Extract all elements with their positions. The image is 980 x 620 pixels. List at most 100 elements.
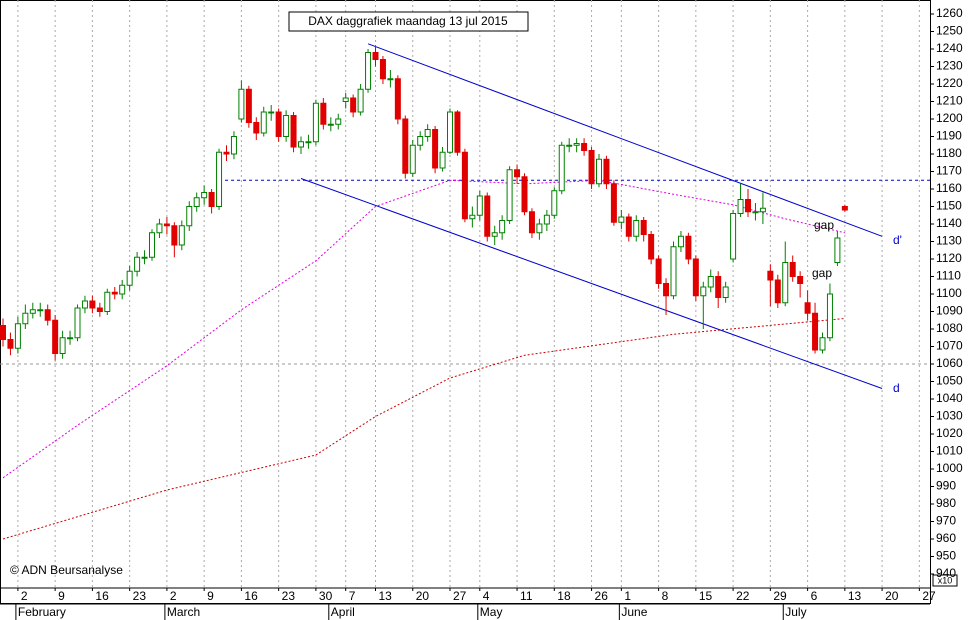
y-tick-label: 1250 — [936, 24, 963, 38]
candle-body — [253, 122, 260, 134]
x-tick-label: 8 — [662, 589, 669, 603]
scale-box — [932, 574, 958, 587]
candle-body — [89, 300, 96, 309]
candle-body — [37, 309, 44, 312]
y-tick-label: 1160 — [936, 181, 962, 195]
candle-body — [14, 323, 21, 349]
candle-body — [536, 223, 543, 234]
candle-body — [230, 136, 237, 155]
candle-body — [327, 123, 334, 126]
candle-body — [461, 151, 468, 220]
gap-label: gap — [812, 266, 832, 280]
candle-body — [737, 199, 744, 214]
candle-body — [417, 136, 424, 146]
x-tick-label: 11 — [520, 589, 533, 603]
y-tick-label: 1030 — [936, 409, 963, 423]
candle-body — [275, 111, 282, 137]
x-tick-label: 22 — [736, 589, 750, 603]
candle-body — [618, 216, 625, 223]
candle-body — [685, 235, 692, 260]
candle-body — [514, 169, 521, 178]
candle-body — [670, 246, 677, 297]
candle-body — [156, 223, 163, 234]
y-tick-label: 1260 — [936, 6, 963, 20]
candle-body — [491, 232, 498, 237]
plot-area — [0, 0, 930, 588]
candle-body — [603, 158, 610, 185]
x-tick-label: 18 — [557, 589, 571, 603]
y-tick-label: 970 — [936, 514, 956, 528]
title-box — [288, 11, 529, 32]
x-tick-label: 27 — [453, 589, 467, 603]
month-label: April — [331, 605, 355, 619]
candle-body — [216, 151, 223, 207]
y-tick-label: 1220 — [936, 76, 963, 90]
candle-body — [648, 234, 655, 260]
y-tick-label: 1080 — [936, 321, 963, 335]
candle-body — [551, 190, 558, 216]
month-label: February — [18, 605, 66, 619]
x-tick-label: 29 — [773, 589, 787, 603]
scale-note: x10 — [938, 575, 953, 585]
x-tick-label: 6 — [811, 589, 818, 603]
candle-body — [424, 129, 431, 137]
candle-body — [581, 143, 588, 151]
x-tick-label: 9 — [58, 589, 65, 603]
candle-body — [759, 207, 766, 213]
candle-body — [834, 237, 841, 263]
candle-body — [625, 216, 632, 237]
x-tick-label: 7 — [349, 589, 356, 603]
x-tick-label: 30 — [319, 589, 333, 603]
x-tick-label: 2 — [21, 589, 28, 603]
candle-body — [305, 141, 312, 144]
candle-body — [119, 284, 126, 295]
candle-body — [454, 111, 461, 153]
candle-body — [432, 129, 439, 169]
y-tick-label: 940 — [936, 566, 956, 580]
candle-body — [826, 293, 833, 339]
candle-body — [655, 258, 662, 284]
candle-body — [797, 276, 804, 284]
candle-body — [521, 176, 528, 213]
candle-body — [67, 337, 74, 340]
trend-label: d — [893, 381, 900, 395]
candle-body — [819, 337, 826, 351]
candle-body — [238, 88, 245, 120]
candle-body — [312, 102, 319, 143]
candle-body — [357, 88, 364, 113]
candle-body — [268, 111, 275, 114]
candle-body — [7, 339, 14, 349]
candle-body — [298, 141, 304, 148]
x-tick-label: 15 — [699, 589, 713, 603]
y-tick-label: 1060 — [936, 356, 963, 370]
x-tick-label: 9 — [207, 589, 214, 603]
candle-body — [789, 262, 796, 277]
y-tick-label: 1100 — [936, 286, 962, 300]
candle-body — [59, 337, 66, 354]
candle-body — [22, 312, 29, 325]
y-tick-label: 1010 — [936, 444, 963, 458]
source: © ADN Beursanalyse — [10, 563, 123, 577]
candle-body — [260, 111, 267, 134]
y-tick-label: 1120 — [936, 251, 962, 265]
candle-body — [283, 115, 290, 137]
candle-body — [193, 197, 200, 207]
candle-body — [186, 206, 193, 227]
y-tick-label: 950 — [936, 549, 956, 563]
candle-body — [171, 225, 178, 246]
candle-body — [96, 307, 103, 312]
candle-body — [365, 52, 372, 90]
candle-body — [350, 97, 357, 113]
candle-body — [566, 144, 573, 147]
candle-body — [74, 307, 81, 339]
candle-body — [141, 256, 148, 259]
y-tick-label: 1230 — [936, 59, 963, 73]
y-tick-label: 1150 — [936, 199, 962, 213]
candle-body — [126, 270, 133, 286]
y-tick-label: 1210 — [936, 94, 963, 108]
y-tick-label: 990 — [936, 479, 956, 493]
moving-average — [2, 179, 846, 479]
candle-body — [700, 286, 707, 297]
candle-body — [409, 144, 416, 174]
